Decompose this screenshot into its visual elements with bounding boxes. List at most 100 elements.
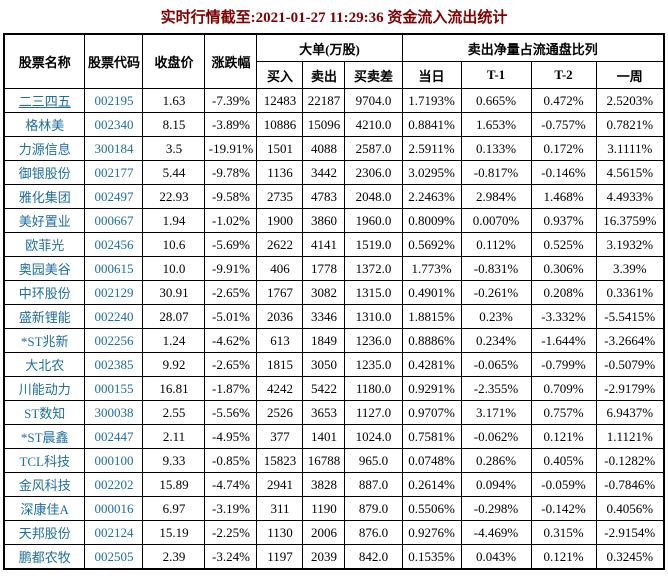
sell-volume-cell: 1401 — [302, 424, 346, 449]
buy-sell-diff-cell: 1960.0 — [344, 208, 403, 233]
table-row: *ST兆新 002256 1.24 -4.62% 613 1849 1236.0… — [3, 328, 665, 353]
t2-ratio-cell: 0.121% — [530, 544, 597, 570]
week-ratio-cell: -2.9179% — [595, 376, 665, 401]
stock-name-cell[interactable]: 川能动力 — [3, 376, 86, 401]
stock-name-cell[interactable]: 力源信息 — [3, 136, 86, 161]
stock-name-cell[interactable]: ST数知 — [3, 400, 86, 425]
day-ratio-cell: 0.5692% — [401, 232, 462, 257]
table-row: 奥园美谷 000615 10.0 -9.91% 406 1778 1372.0 … — [3, 256, 665, 281]
buy-volume-cell: 1767 — [256, 280, 304, 305]
table-header: 股票名称 股票代码 收盘价 涨跌幅 大单(万股) 卖出净量占流通盘比列 买入 卖… — [3, 33, 665, 89]
stock-name-cell[interactable]: 欧菲光 — [3, 232, 86, 257]
sell-volume-cell: 5422 — [302, 376, 346, 401]
stock-code-cell[interactable]: 002385 — [84, 352, 144, 377]
t1-ratio-cell: -0.817% — [460, 160, 532, 185]
t1-ratio-cell: -0.298% — [460, 496, 532, 521]
close-price-cell: 9.33 — [142, 448, 206, 473]
sell-volume-cell: 15096 — [302, 112, 346, 137]
stock-code-cell[interactable]: 000016 — [84, 496, 144, 521]
close-price-cell: 30.91 — [142, 280, 206, 305]
change-pct-cell: -4.74% — [204, 472, 258, 497]
stock-name-cell[interactable]: TCL科技 — [3, 448, 86, 473]
t1-ratio-cell: 0.23% — [460, 304, 532, 329]
day-ratio-cell: 3.0295% — [401, 160, 462, 185]
sell-volume-cell: 22187 — [302, 88, 346, 113]
stock-code-cell[interactable]: 300184 — [84, 136, 144, 161]
buy-volume-cell: 1136 — [256, 160, 304, 185]
stock-name-cell[interactable]: 金风科技 — [3, 472, 86, 497]
stock-name-cell[interactable]: 中环股份 — [3, 280, 86, 305]
week-ratio-cell: 3.39% — [595, 256, 665, 281]
stock-code-cell[interactable]: 002447 — [84, 424, 144, 449]
stock-code-cell[interactable]: 002456 — [84, 232, 144, 257]
stock-name-cell[interactable]: 鹏都农牧 — [3, 544, 86, 570]
stock-name-cell[interactable]: 天邦股份 — [3, 520, 86, 545]
close-price-cell: 22.93 — [142, 184, 206, 209]
change-pct-cell: -0.85% — [204, 448, 258, 473]
stock-code-cell[interactable]: 000155 — [84, 376, 144, 401]
week-ratio-cell: 6.9437% — [595, 400, 665, 425]
stock-code-cell[interactable]: 002202 — [84, 472, 144, 497]
week-ratio-cell: 0.3361% — [595, 280, 665, 305]
change-pct-cell: -1.02% — [204, 208, 258, 233]
t1-ratio-cell: -0.261% — [460, 280, 532, 305]
close-price-cell: 1.24 — [142, 328, 206, 353]
stock-name-cell[interactable]: 雅化集团 — [3, 184, 86, 209]
stock-name-cell[interactable]: 大北农 — [3, 352, 86, 377]
stock-name-cell[interactable]: 盛新锂能 — [3, 304, 86, 329]
stock-name-cell[interactable]: 奥园美谷 — [3, 256, 86, 281]
sell-volume-cell: 3050 — [302, 352, 346, 377]
stock-code-cell[interactable]: 002240 — [84, 304, 144, 329]
week-ratio-cell: 0.4056% — [595, 496, 665, 521]
header-day: 当日 — [401, 61, 462, 89]
buy-volume-cell: 377 — [256, 424, 304, 449]
stock-name-cell[interactable]: 美好置业 — [3, 208, 86, 233]
t1-ratio-cell: -2.355% — [460, 376, 532, 401]
week-ratio-cell: -0.7846% — [595, 472, 665, 497]
buy-volume-cell: 2941 — [256, 472, 304, 497]
stock-name-cell[interactable]: 二三四五 — [3, 88, 86, 113]
buy-volume-cell: 1815 — [256, 352, 304, 377]
day-ratio-cell: 2.2463% — [401, 184, 462, 209]
week-ratio-cell: 0.7821% — [595, 112, 665, 137]
stock-code-cell[interactable]: 002256 — [84, 328, 144, 353]
day-ratio-cell: 0.7581% — [401, 424, 462, 449]
close-price-cell: 6.97 — [142, 496, 206, 521]
stock-code-cell[interactable]: 000100 — [84, 448, 144, 473]
stock-name-cell[interactable]: 御银股份 — [3, 160, 86, 185]
stock-name-cell[interactable]: *ST晨鑫 — [3, 424, 86, 449]
table-row: 鹏都农牧 002505 2.39 -3.24% 1197 2039 842.0 … — [3, 544, 665, 570]
change-pct-cell: -5.69% — [204, 232, 258, 257]
close-price-cell: 15.89 — [142, 472, 206, 497]
stock-name-cell[interactable]: 深康佳A — [3, 496, 86, 521]
day-ratio-cell: 0.0748% — [401, 448, 462, 473]
week-ratio-cell: -0.5079% — [595, 352, 665, 377]
header-t1: T-1 — [460, 61, 532, 89]
buy-sell-diff-cell: 842.0 — [344, 544, 403, 570]
stock-code-cell[interactable]: 000667 — [84, 208, 144, 233]
table-row: 御银股份 002177 5.44 -9.78% 1136 3442 2306.0… — [3, 160, 665, 185]
stock-code-cell[interactable]: 002129 — [84, 280, 144, 305]
stock-code-cell[interactable]: 002124 — [84, 520, 144, 545]
change-pct-cell: -2.25% — [204, 520, 258, 545]
table-row: *ST晨鑫 002447 2.11 -4.95% 377 1401 1024.0… — [3, 424, 665, 449]
stock-code-cell[interactable]: 000615 — [84, 256, 144, 281]
stock-code-cell[interactable]: 002177 — [84, 160, 144, 185]
stock-code-cell[interactable]: 002497 — [84, 184, 144, 209]
t2-ratio-cell: 0.405% — [530, 448, 597, 473]
change-pct-cell: -3.89% — [204, 112, 258, 137]
t1-ratio-cell: 0.234% — [460, 328, 532, 353]
week-ratio-cell: 3.1932% — [595, 232, 665, 257]
close-price-cell: 9.92 — [142, 352, 206, 377]
buy-sell-diff-cell: 2306.0 — [344, 160, 403, 185]
stock-code-cell[interactable]: 300038 — [84, 400, 144, 425]
day-ratio-cell: 0.2614% — [401, 472, 462, 497]
buy-sell-diff-cell: 1024.0 — [344, 424, 403, 449]
stock-name-cell[interactable]: 格林美 — [3, 112, 86, 137]
day-ratio-cell: 1.773% — [401, 256, 462, 281]
stock-code-cell[interactable]: 002195 — [84, 88, 144, 113]
stock-code-cell[interactable]: 002340 — [84, 112, 144, 137]
stock-name-cell[interactable]: *ST兆新 — [3, 328, 86, 353]
t2-ratio-cell: 0.121% — [530, 424, 597, 449]
stock-code-cell[interactable]: 002505 — [84, 544, 144, 570]
